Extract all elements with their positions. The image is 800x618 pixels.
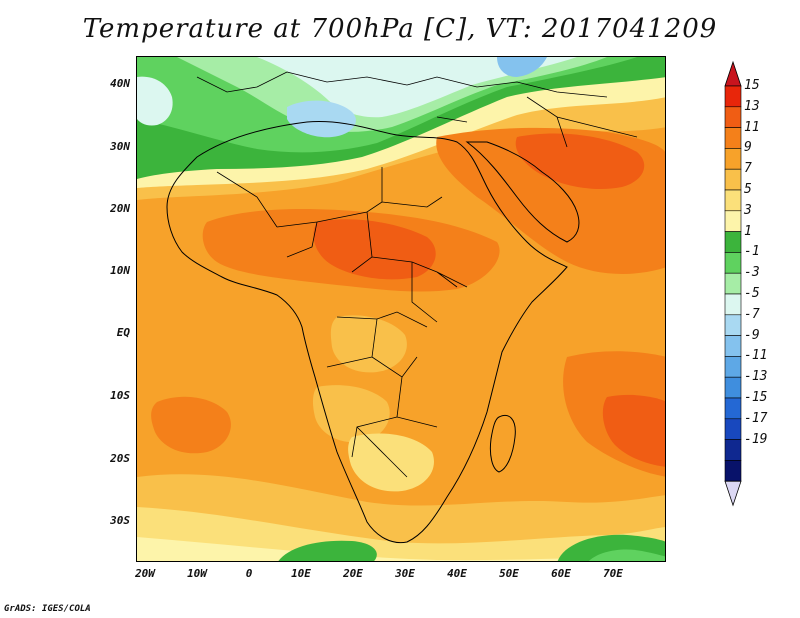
colorbar-tick-label: -9 <box>744 327 760 343</box>
colorbar-tick-label: -5 <box>744 286 760 301</box>
colorbar-cell <box>724 397 742 420</box>
congo-cool-patch <box>330 315 407 373</box>
north-band-neg5 <box>257 57 577 118</box>
colorbar-cell <box>724 106 742 128</box>
colorbar-cell <box>724 85 742 108</box>
atlantic-cool-patch <box>137 76 173 126</box>
colorbar-cell <box>724 272 742 295</box>
chart-title: Temperature at 700hPa [C], VT: 201704120… <box>82 14 718 44</box>
lon-label: 30E <box>395 567 415 580</box>
colorbar-cell <box>724 335 742 357</box>
madagascar-outline <box>489 414 516 473</box>
colorbar-tick-label: -7 <box>744 306 760 322</box>
south-band-5 <box>137 507 665 561</box>
lat-label: 40N <box>110 77 130 90</box>
colorbar-tick-label: 1 <box>744 223 752 239</box>
colorbar-tick-label: -15 <box>744 390 768 405</box>
lon-label: 20W <box>135 567 155 580</box>
mediterranean-cool-patch <box>287 100 356 138</box>
colorbar-tick-label: -13 <box>744 369 768 385</box>
colorbar-tick-label: 5 <box>744 182 752 197</box>
colorbar-cell <box>724 252 742 274</box>
country-borders <box>216 167 468 478</box>
colorbar-tick-label: 11 <box>744 119 760 135</box>
colorbar <box>724 60 742 507</box>
lon-label: 20E <box>343 567 363 580</box>
colorbar-cell <box>724 460 742 482</box>
lon-label: 10W <box>187 567 207 580</box>
lat-label: 20S <box>110 452 130 465</box>
arabia-coastline <box>465 141 580 243</box>
colorbar-cell <box>724 418 742 440</box>
colorbar-cell <box>724 148 742 170</box>
sahel-core-13 <box>313 219 436 280</box>
lat-label: EQ <box>116 326 130 339</box>
colorbar-tick-label: -11 <box>744 348 768 364</box>
africa-coastline <box>166 121 568 544</box>
lon-label: 70E <box>603 567 623 580</box>
colorbar-under-arrow <box>724 480 742 507</box>
colorbar-over-arrow <box>724 60 742 87</box>
lat-label: 30N <box>110 140 130 153</box>
colorbar-tick-label: -3 <box>744 265 760 281</box>
colorbar-tick-label: 9 <box>744 140 752 156</box>
indian-ocean-core-13 <box>602 394 665 467</box>
colorbar-tick-label: 3 <box>744 202 752 218</box>
colorbar-cell <box>724 210 742 232</box>
colorbar-cell <box>724 293 742 316</box>
credit-text: GrADS: IGES/COLA <box>4 604 91 614</box>
middle-east-core-13 <box>515 133 645 190</box>
colorbar-tick-label: 7 <box>744 161 752 177</box>
lon-label: 50E <box>499 567 519 580</box>
green-patch-south-east-inner <box>589 549 665 561</box>
colorbar-cell <box>724 376 742 399</box>
colorbar-cell <box>724 439 742 461</box>
kalahari-cool-patch <box>348 433 434 492</box>
colorbar-cell <box>724 314 742 336</box>
lon-label: 10E <box>291 567 311 580</box>
colorbar-cell <box>724 189 742 212</box>
lat-label: 20N <box>110 202 130 215</box>
lon-label: 0 <box>245 567 253 580</box>
colorbar-cell <box>724 356 742 378</box>
colorbar-cell <box>724 127 742 149</box>
temperature-map <box>136 56 666 562</box>
lon-label: 60E <box>551 567 571 580</box>
colorbar-tick-label: -1 <box>744 244 760 260</box>
colorbar-tick-label: -17 <box>744 410 768 426</box>
lat-label: 10N <box>110 264 130 277</box>
lat-label: 30S <box>110 514 130 527</box>
north-cold-core <box>497 57 547 77</box>
colorbar-cell <box>724 231 742 253</box>
lat-label: 10S <box>110 389 130 402</box>
atlantic-warm-patch <box>151 396 231 454</box>
colorbar-tick-label: 15 <box>744 78 760 93</box>
colorbar-cell <box>724 168 742 191</box>
angola-cool-patch <box>312 385 390 443</box>
map-canvas <box>137 57 665 561</box>
lon-label: 40E <box>447 567 467 580</box>
green-patch-south-west <box>278 540 377 561</box>
eurasia-borders <box>196 71 638 148</box>
south-band-3 <box>137 537 665 561</box>
colorbar-tick-label: 13 <box>744 98 760 114</box>
colorbar-tick-label: -19 <box>744 431 768 447</box>
